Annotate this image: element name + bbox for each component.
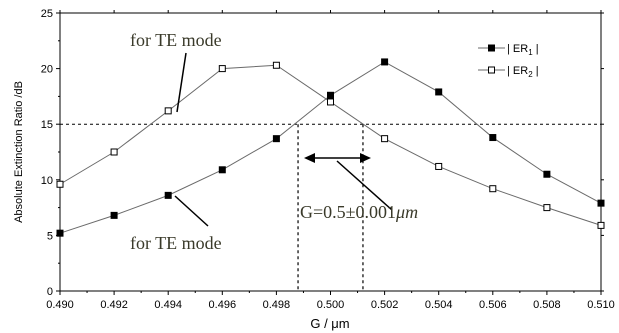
x-tick-label-7: 0.504 xyxy=(425,299,453,311)
tick-labels: 0.490 0.492 0.494 0.496 0.498 0.500 0.502 0.504… xyxy=(41,8,615,311)
x-tick-label-2: 0.494 xyxy=(154,299,182,311)
tolerance-double-arrow xyxy=(304,153,371,163)
data-point-er2-1 xyxy=(110,148,118,156)
data-point-er1-3 xyxy=(218,166,226,174)
legend-marker-er1 xyxy=(488,44,495,52)
x-axis-label: G / μm xyxy=(310,316,349,331)
data-point-er1-1 xyxy=(110,211,118,219)
series-markers xyxy=(56,58,605,237)
x-tick-label-0: 0.490 xyxy=(46,299,74,311)
annotation-te-bottom-arrow xyxy=(174,195,209,227)
y-tick-label-2: 10 xyxy=(41,175,53,187)
data-point-er1-5 xyxy=(327,91,334,99)
data-point-er1-2 xyxy=(164,191,172,199)
data-point-er1-9 xyxy=(543,170,551,178)
data-point-er2-5 xyxy=(327,98,334,106)
data-point-er2-10 xyxy=(597,221,605,229)
y-tick-label-0: 0 xyxy=(47,286,53,298)
data-point-er2-9 xyxy=(543,204,551,212)
x-tick-label-8: 0.506 xyxy=(479,299,507,311)
data-point-er2-6 xyxy=(381,135,389,143)
annotation-te-top: for TE mode xyxy=(130,30,222,50)
annotation-te-bottom: for TE mode xyxy=(130,233,222,253)
annotation-te-top-arrow xyxy=(176,52,187,113)
data-point-er2-7 xyxy=(435,162,443,170)
x-tick-label-6: 0.502 xyxy=(371,299,399,311)
data-point-er1-6 xyxy=(381,58,389,66)
legend: | ER1 | | ER2 | xyxy=(478,43,539,79)
legend-marker-er2 xyxy=(488,66,495,74)
data-point-er2-0 xyxy=(56,180,64,188)
data-point-er1-10 xyxy=(597,199,605,207)
y-tick-label-4: 20 xyxy=(41,64,53,76)
data-point-er1-7 xyxy=(435,88,443,96)
data-point-er2-2 xyxy=(164,107,172,115)
y-tick-label-1: 5 xyxy=(47,230,53,242)
data-point-er1-8 xyxy=(489,134,497,142)
y-axis-label: Absolute Extinction Ratio /dB xyxy=(13,81,25,223)
annotation-tolerance-arrow xyxy=(336,160,393,211)
data-point-er2-4 xyxy=(272,61,280,69)
x-tick-label-5: 0.500 xyxy=(317,299,345,311)
x-tick-label-4: 0.498 xyxy=(263,299,291,311)
y-tick-label-3: 15 xyxy=(41,119,53,131)
x-tick-label-9: 0.508 xyxy=(533,299,561,311)
y-tick-label-5: 25 xyxy=(41,8,53,20)
axis-ticks xyxy=(56,10,604,295)
data-point-er1-4 xyxy=(272,135,280,143)
data-point-er2-3 xyxy=(218,65,226,73)
data-point-er2-8 xyxy=(489,185,497,193)
x-tick-label-10: 0.510 xyxy=(587,299,615,311)
data-point-er1-0 xyxy=(56,229,64,237)
annotation-tolerance: G=0.5±0.001μm xyxy=(300,202,418,222)
x-tick-label-1: 0.492 xyxy=(100,299,128,311)
legend-label-er2: | ER2 | xyxy=(507,65,539,79)
x-tick-label-3: 0.496 xyxy=(209,299,237,311)
legend-label-er1: | ER1 | xyxy=(507,43,539,57)
